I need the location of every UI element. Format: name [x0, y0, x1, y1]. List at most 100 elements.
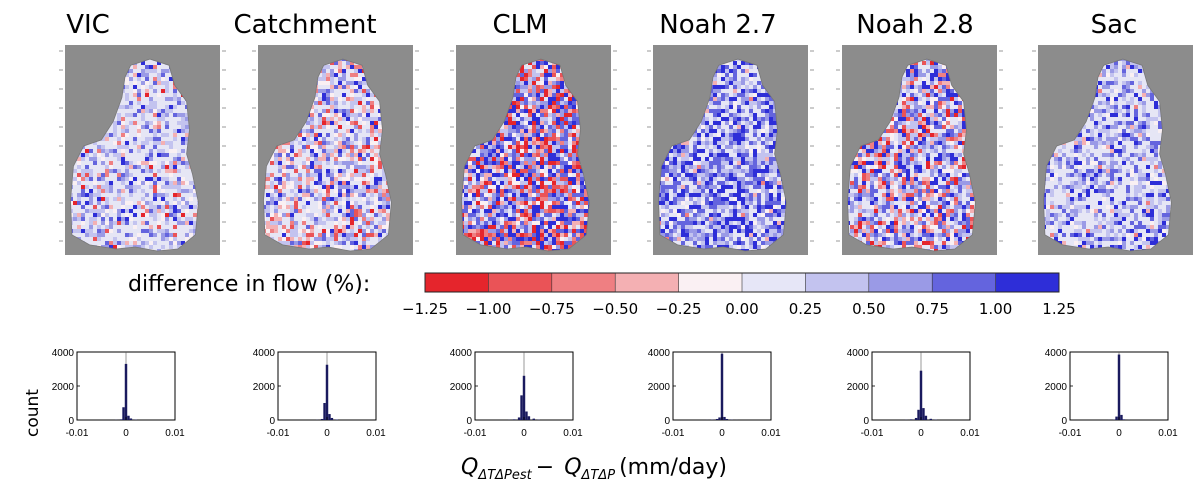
- map-pixel: [322, 97, 326, 101]
- map-pixel: [270, 193, 274, 197]
- map-pixel: [105, 221, 109, 225]
- map-pixel: [165, 81, 169, 85]
- map-pixel: [342, 237, 346, 241]
- map-pixel: [532, 229, 536, 233]
- map-pixel: [560, 121, 564, 125]
- map-pixel: [536, 161, 540, 165]
- map-pixel: [181, 125, 185, 129]
- map-pixel: [528, 145, 532, 149]
- map-pixel: [346, 141, 350, 145]
- map-pixel: [274, 157, 278, 161]
- map-pixel: [181, 197, 185, 201]
- map-pixel: [382, 229, 386, 233]
- map-pixel: [153, 161, 157, 165]
- map-pixel: [129, 165, 133, 169]
- map-pixel: [129, 233, 133, 237]
- map-pixel: [366, 177, 370, 181]
- map-pixel: [576, 221, 580, 225]
- map-pixel: [520, 205, 524, 209]
- map-pixel: [185, 209, 189, 213]
- map-pixel: [330, 61, 334, 65]
- map-pixel: [532, 201, 536, 205]
- map-pixel: [89, 225, 93, 229]
- map-pixel: [544, 129, 548, 133]
- map-pixel: [338, 125, 342, 129]
- map-pixel: [169, 237, 173, 241]
- map-pixel: [322, 233, 326, 237]
- map-pixel: [354, 233, 358, 237]
- map-pixel: [366, 129, 370, 133]
- map-pixel: [745, 69, 749, 73]
- map-pixel: [330, 93, 334, 97]
- map-pixel: [169, 149, 173, 153]
- map-pixel: [354, 185, 358, 189]
- map-pixel: [488, 217, 492, 221]
- map-pixel: [378, 177, 382, 181]
- map-pixel: [326, 233, 330, 237]
- map-pixel: [512, 173, 516, 177]
- map-pixel: [278, 145, 282, 149]
- map-pixel: [330, 97, 334, 101]
- map-pixel: [306, 177, 310, 181]
- map-pixel: [310, 229, 314, 233]
- map-pixel: [512, 165, 516, 169]
- map-pixel: [97, 149, 101, 153]
- map-pixel: [378, 161, 382, 165]
- map-pixel: [524, 153, 528, 157]
- map-pixel: [512, 141, 516, 145]
- map-pixel: [342, 181, 346, 185]
- map-pixel: [488, 145, 492, 149]
- map-pixel: [536, 149, 540, 153]
- map-pixel: [354, 117, 358, 121]
- map-pixel: [560, 201, 564, 205]
- map-pixel: [326, 109, 330, 113]
- map-pixel: [580, 213, 584, 217]
- map-pixel: [504, 221, 508, 225]
- map-pixel: [560, 165, 564, 169]
- map-pixel: [560, 193, 564, 197]
- map-pixel: [358, 209, 362, 213]
- map-pixel: [310, 153, 314, 157]
- map-pixel: [560, 145, 564, 149]
- map-pixel: [552, 205, 556, 209]
- map-pixel: [117, 113, 121, 117]
- map-pixel: [500, 137, 504, 141]
- map-pixel: [197, 201, 199, 205]
- map-pixel: [524, 85, 528, 89]
- map-pixel: [133, 85, 137, 89]
- map-pixel: [580, 205, 584, 209]
- map-pixel: [484, 221, 488, 225]
- map-pixel: [334, 105, 338, 109]
- map-pixel: [294, 185, 298, 189]
- map-pixel: [568, 165, 572, 169]
- map-pixel: [85, 173, 89, 177]
- map-pixel: [93, 141, 97, 145]
- map-pixel: [121, 241, 125, 245]
- map-pixel: [117, 177, 121, 181]
- map-pixel: [322, 185, 326, 189]
- map-pixel: [512, 209, 516, 213]
- map-pixel: [576, 165, 580, 169]
- map-pixel: [358, 189, 362, 193]
- map-pixel: [500, 181, 504, 185]
- map-pixel: [556, 145, 560, 149]
- map-pixel: [342, 229, 346, 233]
- map-pixel: [177, 245, 181, 249]
- map-pixel: [480, 161, 484, 165]
- map-pixel: [318, 237, 322, 241]
- map-pixel: [532, 225, 536, 229]
- map-pixel: [137, 165, 141, 169]
- map-pixel: [378, 221, 382, 225]
- map-pixel: [556, 109, 560, 113]
- map-pixel: [101, 213, 105, 217]
- map-pixel: [504, 141, 508, 145]
- map-pixel: [568, 117, 572, 121]
- map-pixel: [157, 73, 161, 77]
- map-pixel: [270, 225, 274, 229]
- map-pixel: [97, 153, 101, 157]
- map-pixel: [540, 225, 544, 229]
- map-pixel: [133, 221, 137, 225]
- map-pixel: [105, 245, 109, 249]
- map-pixel: [532, 213, 536, 217]
- map-pixel: [354, 125, 358, 129]
